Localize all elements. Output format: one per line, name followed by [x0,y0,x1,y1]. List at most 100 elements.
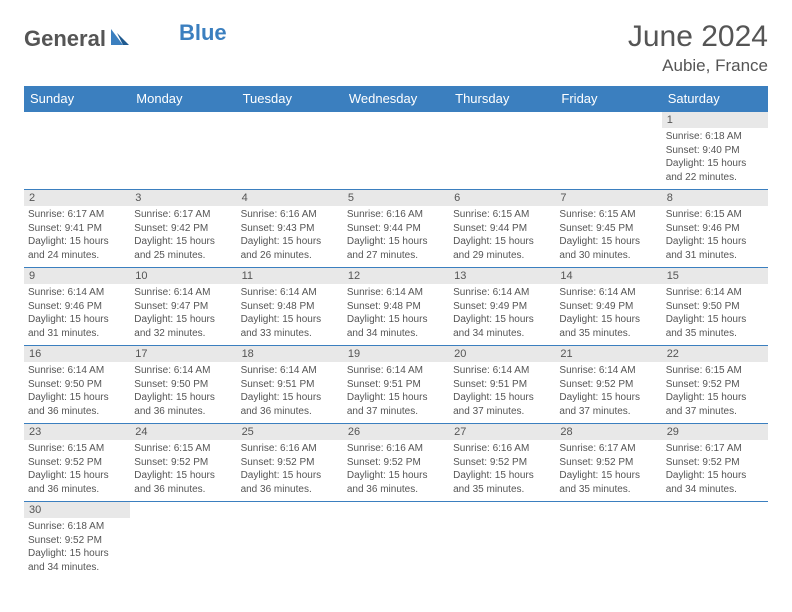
sunset-line: Sunset: 9:42 PM [134,223,208,234]
calendar-cell: 23Sunrise: 6:15 AMSunset: 9:52 PMDayligh… [24,424,130,502]
calendar-cell: 7Sunrise: 6:15 AMSunset: 9:45 PMDaylight… [555,190,661,268]
daylight-line: Daylight: 15 hours and 35 minutes. [559,314,640,339]
sunrise-line: Sunrise: 6:15 AM [453,209,529,220]
day-content: Sunrise: 6:15 AMSunset: 9:52 PMDaylight:… [130,440,236,500]
weekday-header: Saturday [662,86,768,112]
calendar-cell: 2Sunrise: 6:17 AMSunset: 9:41 PMDaylight… [24,190,130,268]
day-number: 30 [24,502,130,518]
day-number: 1 [662,112,768,128]
daylight-line: Daylight: 15 hours and 37 minutes. [666,392,747,417]
day-content: Sunrise: 6:18 AMSunset: 9:52 PMDaylight:… [24,518,130,578]
calendar-cell [237,502,343,580]
sunrise-line: Sunrise: 6:15 AM [28,443,104,454]
day-content: Sunrise: 6:14 AM Sunset: 9:49 PM Daylight:… [449,284,555,344]
sunset-line: Sunset: 9:50 PM [134,379,208,390]
calendar-cell: 19Sunrise: 6:14 AMSunset: 9:51 PMDayligh… [343,346,449,424]
sunrise-line: Sunrise: 6:14 AM [666,287,742,298]
day-content: Sunrise: 6:16 AMSunset: 9:52 PMDaylight:… [237,440,343,500]
day-content: Sunrise: 6:14 AMSunset: 9:47 PMDaylight:… [130,284,236,344]
daylight-line: Daylight: 15 hours and 22 minutes. [666,158,747,183]
calendar-cell: 8Sunrise: 6:15 AMSunset: 9:46 PMDaylight… [662,190,768,268]
logo: General Blue [24,26,227,52]
daylight-line: Daylight: 15 hours and 30 minutes. [559,236,640,261]
day-number: 25 [237,424,343,440]
day-content: Sunrise: 6:14 AMSunset: 9:49 PMDaylight:… [555,284,661,344]
day-content: Sunrise: 6:15 AM Sunset: 9:52 PM Daylight:… [662,362,768,422]
weekday-header-row: SundayMondayTuesdayWednesdayThursdayFrid… [24,86,768,112]
sunset-line: Sunset: 9:52 PM [666,457,740,468]
sunset-line: Sunset: 9:48 PM [241,301,315,312]
sunrise-line: Sunrise: 6:14 AM [28,365,104,376]
sunrise-line: Sunrise: 6:14 AM [559,365,635,376]
sunrise-line: Sunrise: 6:14 AM [347,365,423,376]
day-content: Sunrise: 6:15 AMSunset: 9:46 PMDaylight:… [662,206,768,266]
calendar-cell: 13 Sunrise: 6:14 AM Sunset: 9:49 PM Dayligh… [449,268,555,346]
day-content: Sunrise: 6:14 AMSunset: 9:48 PMDaylight:… [237,284,343,344]
sunrise-line: Sunrise: 6:16 AM [241,209,317,220]
day-number: 8 [662,190,768,206]
day-content: Sunrise: 6:18 AMSunset: 9:40 PMDaylight:… [662,128,768,188]
sunset-line: Sunset: 9:49 PM [453,301,527,312]
day-number: 13 [449,268,555,284]
daylight-line: Daylight: 15 hours and 37 minutes. [453,392,534,417]
sunrise-line: Sunrise: 6:15 AM [666,365,742,376]
sunset-line: Sunset: 9:52 PM [134,457,208,468]
sunset-line: Sunset: 9:46 PM [28,301,102,312]
day-number: 28 [555,424,661,440]
daylight-line: Daylight: 15 hours and 27 minutes. [347,236,428,261]
calendar-row: 1Sunrise: 6:18 AMSunset: 9:40 PMDaylight… [24,112,768,190]
calendar-cell: 12Sunrise: 6:14 AMSunset: 9:48 PMDayligh… [343,268,449,346]
calendar-cell [130,502,236,580]
daylight-line: Daylight: 15 hours and 31 minutes. [666,236,747,261]
day-number: 11 [237,268,343,284]
calendar-cell [662,502,768,580]
daylight-line: Daylight: 15 hours and 34 minutes. [28,548,109,573]
weekday-header: Tuesday [237,86,343,112]
calendar-cell [449,502,555,580]
sunrise-line: Sunrise: 6:15 AM [559,209,635,220]
calendar-cell [130,112,236,190]
calendar-cell: 11Sunrise: 6:14 AMSunset: 9:48 PMDayligh… [237,268,343,346]
daylight-line: Daylight: 15 hours and 34 minutes. [453,314,534,339]
day-number: 20 [449,346,555,362]
calendar-cell [237,112,343,190]
calendar-cell: 15Sunrise: 6:14 AMSunset: 9:50 PMDayligh… [662,268,768,346]
sunset-line: Sunset: 9:51 PM [453,379,527,390]
sunrise-line: Sunrise: 6:17 AM [559,443,635,454]
sunset-line: Sunset: 9:52 PM [666,379,740,390]
sunrise-line: Sunrise: 6:14 AM [28,287,104,298]
location: Aubie, France [628,56,768,76]
weekday-header: Friday [555,86,661,112]
daylight-line: Daylight: 15 hours and 26 minutes. [241,236,322,261]
day-number: 26 [343,424,449,440]
day-content: Sunrise: 6:14 AMSunset: 9:51 PMDaylight:… [237,362,343,422]
sunrise-line: Sunrise: 6:16 AM [347,209,423,220]
calendar-cell: 27Sunrise: 6:16 AMSunset: 9:52 PMDayligh… [449,424,555,502]
calendar-cell: 18Sunrise: 6:14 AMSunset: 9:51 PMDayligh… [237,346,343,424]
sunrise-line: Sunrise: 6:14 AM [134,287,210,298]
daylight-line: Daylight: 15 hours and 32 minutes. [134,314,215,339]
daylight-line: Daylight: 15 hours and 34 minutes. [666,470,747,495]
calendar-cell [343,502,449,580]
header: General Blue June 2024 Aubie, France [24,20,768,76]
calendar-cell: 4Sunrise: 6:16 AMSunset: 9:43 PMDaylight… [237,190,343,268]
day-number: 18 [237,346,343,362]
daylight-line: Daylight: 15 hours and 37 minutes. [559,392,640,417]
weekday-header: Sunday [24,86,130,112]
calendar-cell: 16Sunrise: 6:14 AMSunset: 9:50 PMDayligh… [24,346,130,424]
day-number: 16 [24,346,130,362]
sunrise-line: Sunrise: 6:14 AM [453,365,529,376]
daylight-line: Daylight: 15 hours and 36 minutes. [241,470,322,495]
day-content: Sunrise: 6:14 AMSunset: 9:51 PMDaylight:… [343,362,449,422]
sunset-line: Sunset: 9:52 PM [453,457,527,468]
sunrise-line: Sunrise: 6:14 AM [453,287,529,298]
sunrise-line: Sunrise: 6:14 AM [559,287,635,298]
day-number: 27 [449,424,555,440]
calendar-cell: 10Sunrise: 6:14 AMSunset: 9:47 PMDayligh… [130,268,236,346]
sunset-line: Sunset: 9:43 PM [241,223,315,234]
calendar-cell: 9Sunrise: 6:14 AMSunset: 9:46 PMDaylight… [24,268,130,346]
day-number: 2 [24,190,130,206]
daylight-line: Daylight: 15 hours and 36 minutes. [241,392,322,417]
day-number: 23 [24,424,130,440]
weekday-header: Monday [130,86,236,112]
